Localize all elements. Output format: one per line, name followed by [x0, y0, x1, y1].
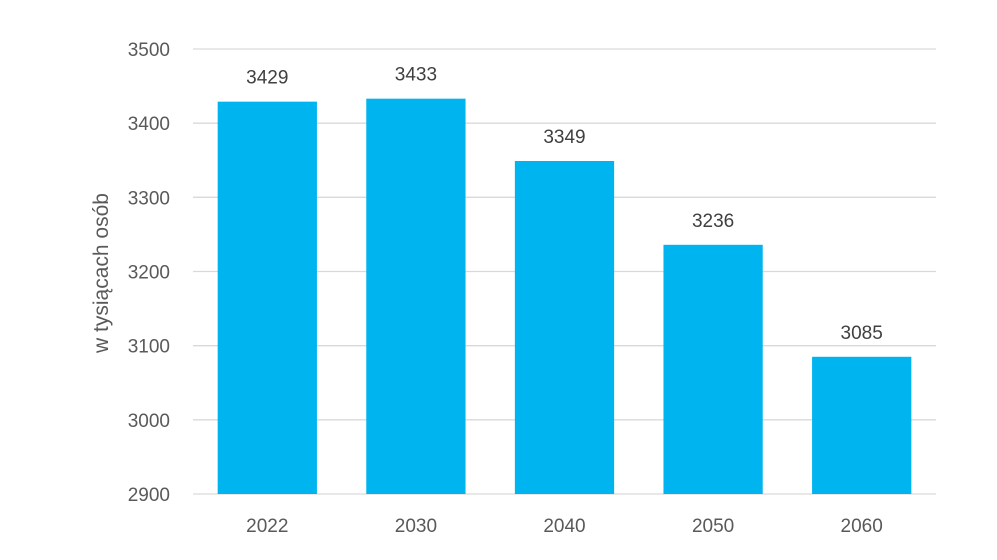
y-axis-tick-labels: 2900 3000 3100 3200 3300 3400 3500 [128, 40, 170, 506]
x-axis-tick-labels: 2022 2030 2040 2050 2060 [246, 516, 883, 537]
data-label: 3349 [543, 127, 585, 148]
bar [514, 160, 615, 494]
x-tick-label: 2040 [543, 516, 585, 537]
bars [217, 98, 912, 495]
data-labels: 3429 3433 3349 3236 3085 [246, 65, 883, 344]
y-tick-label: 3500 [128, 40, 170, 61]
x-tick-label: 2030 [395, 516, 437, 537]
bar [663, 244, 763, 494]
y-tick-label: 3000 [128, 411, 170, 432]
y-tick-label: 3300 [128, 188, 170, 209]
x-tick-label: 2060 [841, 516, 883, 537]
y-axis-title: w tysiącach osób [90, 193, 113, 354]
y-tick-label: 3200 [128, 263, 170, 284]
data-label: 3236 [692, 211, 734, 232]
bar [217, 101, 317, 495]
bar [366, 98, 466, 495]
x-tick-label: 2050 [692, 516, 734, 537]
data-label: 3085 [841, 323, 883, 344]
x-tick-label: 2022 [246, 516, 288, 537]
bar [812, 356, 912, 494]
data-label: 3433 [395, 65, 437, 86]
y-tick-label: 3400 [128, 114, 170, 135]
data-label: 3429 [246, 68, 288, 89]
y-tick-label: 3100 [128, 337, 170, 358]
y-tick-label: 2900 [128, 485, 170, 506]
